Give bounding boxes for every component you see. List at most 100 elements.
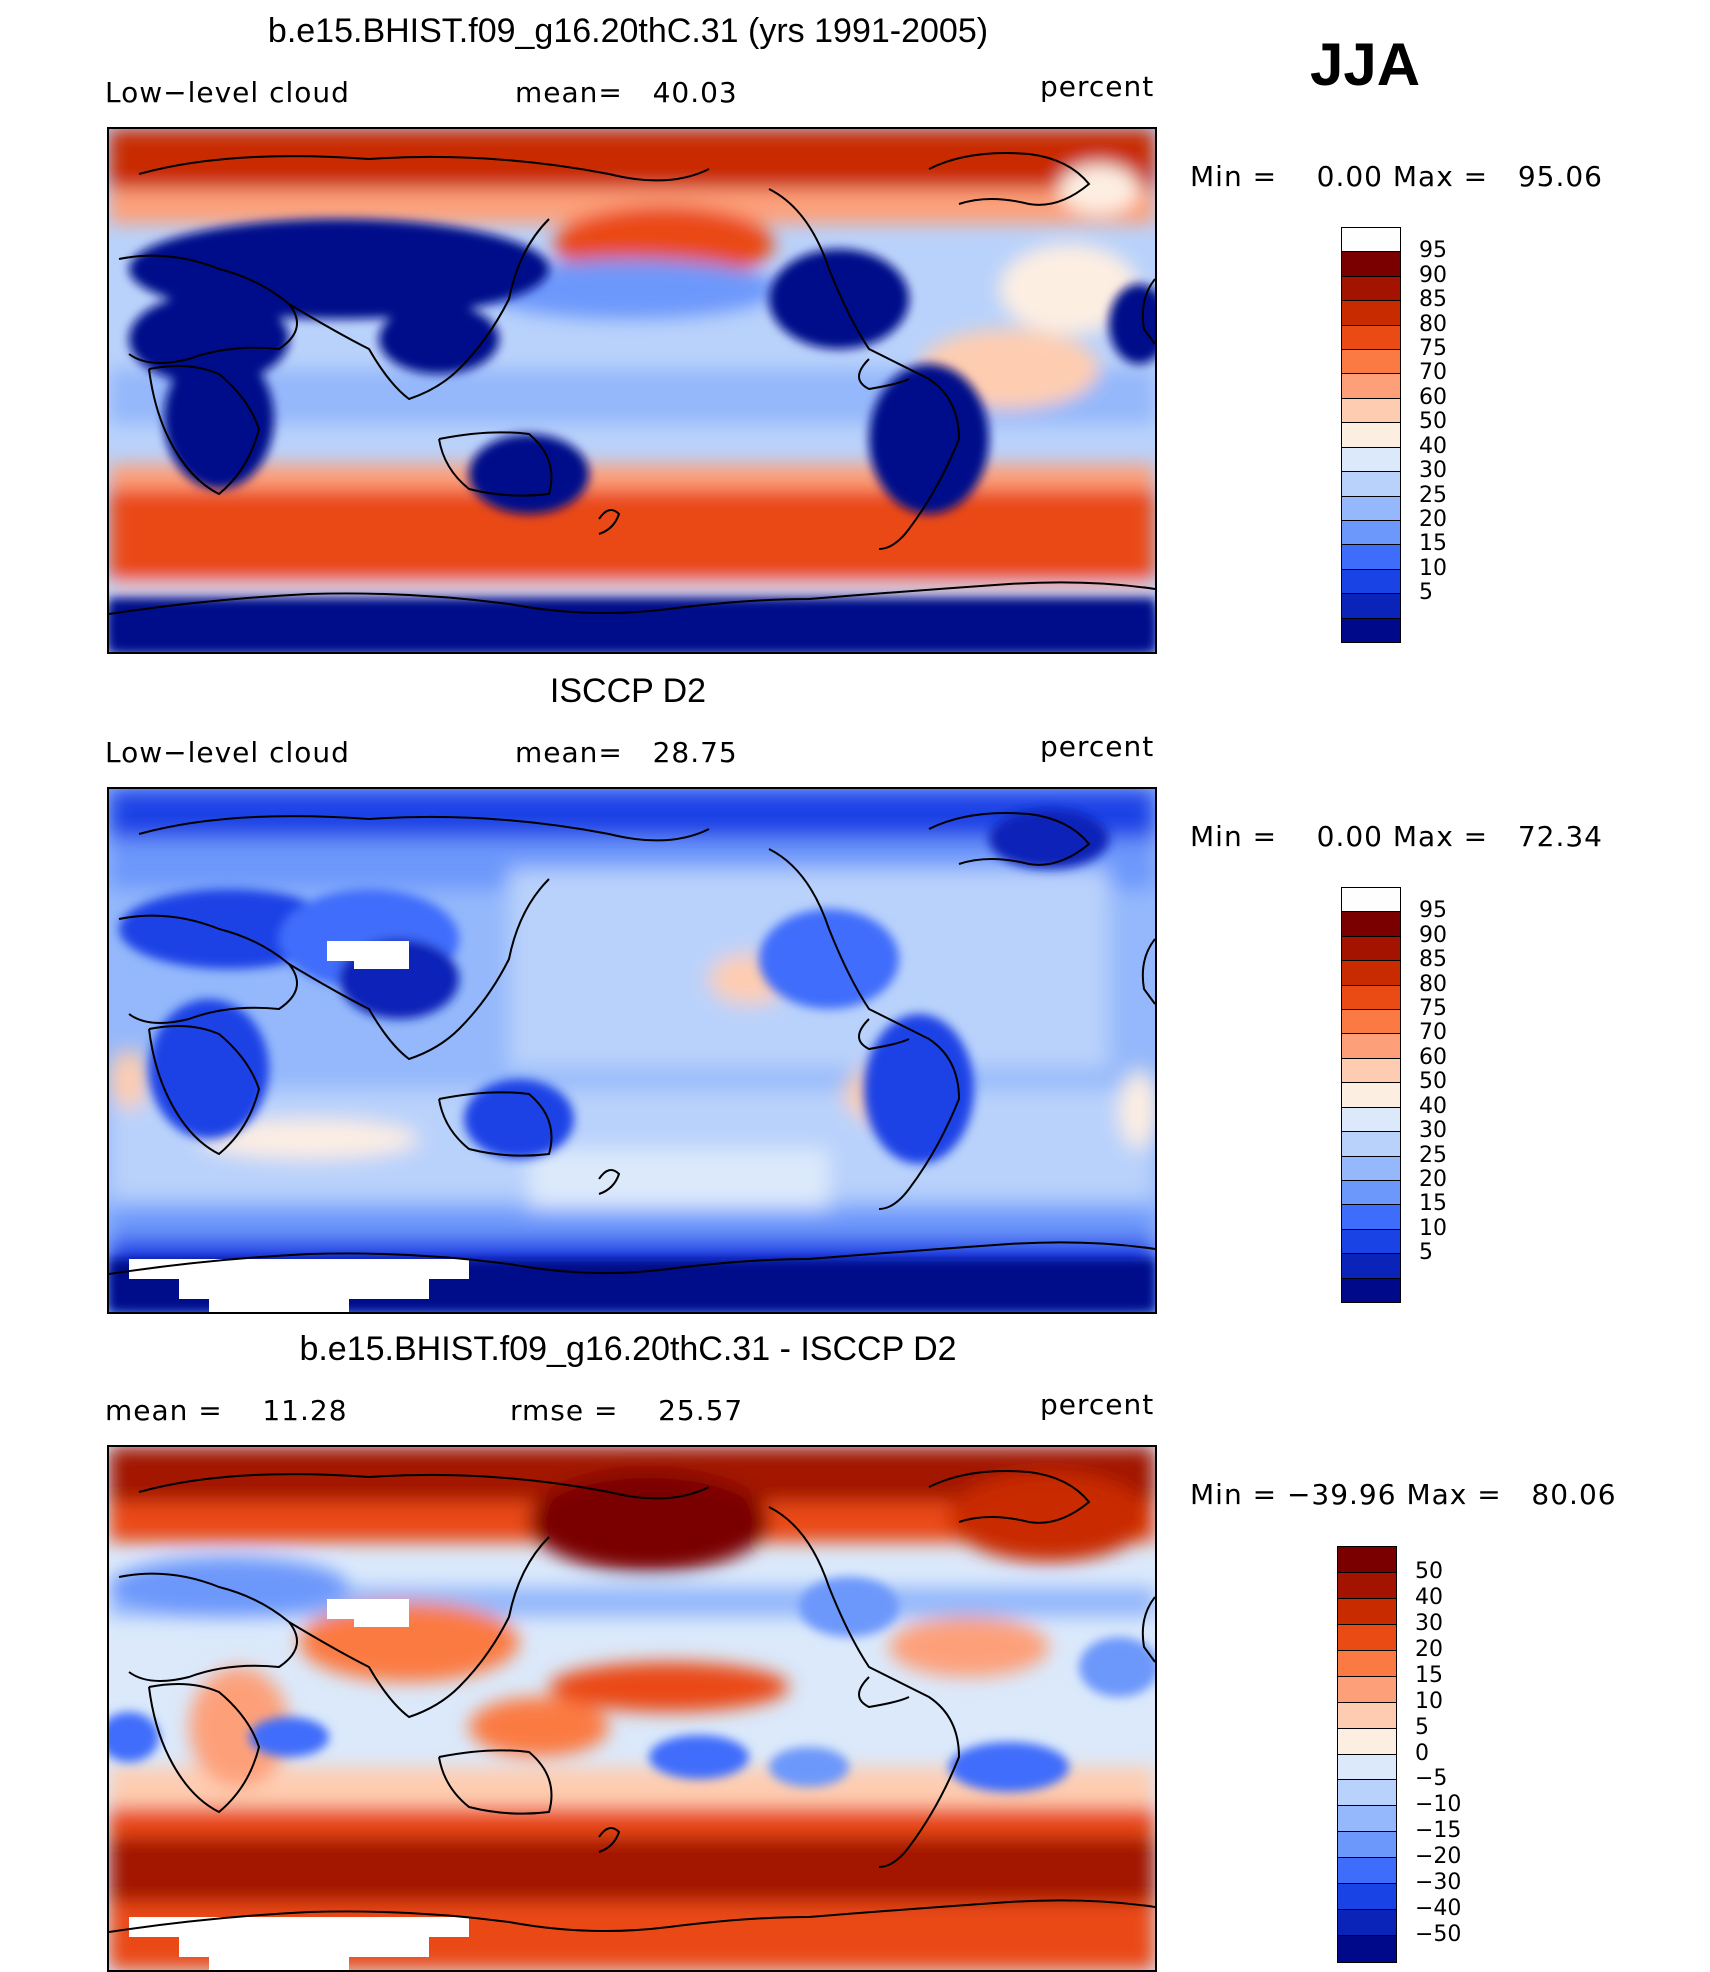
colorbar-tick-label: −30 xyxy=(1415,1870,1462,1896)
colorbar-swatch xyxy=(1341,495,1401,522)
colorbar-swatch xyxy=(1337,1909,1397,1937)
panel-3-coastlines xyxy=(109,1470,1155,1933)
panel-1-minmax: Min = 0.00 Max = 95.06 xyxy=(1190,160,1603,193)
colorbar-swatch xyxy=(1341,911,1401,938)
panel-3-units-label: percent xyxy=(1040,1388,1155,1421)
colorbar-swatch xyxy=(1337,1701,1397,1730)
panel-3-title: b.e15.BHIST.f09_g16.20thC.31 - ISCCP D2 xyxy=(299,1330,957,1368)
colorbar-swatch xyxy=(1341,422,1401,449)
colorbar-swatch xyxy=(1341,1253,1401,1280)
colorbar-tick-label: 0 xyxy=(1415,1740,1429,1766)
colorbar-swatch xyxy=(1341,984,1401,1011)
colorbar-swatch xyxy=(1341,1228,1401,1255)
colorbar-tick-label: 60 xyxy=(1419,1044,1447,1070)
colorbar-swatch xyxy=(1337,1571,1397,1600)
panel-2-coastlines xyxy=(109,812,1155,1275)
colorbar-tick-label: 75 xyxy=(1419,336,1447,362)
colorbar-tick-label: 85 xyxy=(1419,287,1447,313)
colorbar-tick-label: 20 xyxy=(1419,506,1447,532)
colorbar-tick-label: 40 xyxy=(1419,1093,1447,1119)
colorbar-tick-label: −10 xyxy=(1415,1792,1462,1818)
colorbar-swatch xyxy=(1341,1179,1401,1206)
panel-1-title: b.e15.BHIST.f09_g16.20thC.31 (yrs 1991-2… xyxy=(267,12,989,50)
colorbar-swatch xyxy=(1337,1597,1397,1626)
colorbar-tick-label: 30 xyxy=(1419,1118,1447,1144)
colorbar-tick-label: 15 xyxy=(1419,531,1447,557)
panel-3-rmse-label: rmse = 25.57 xyxy=(510,1394,744,1427)
colorbar-swatch xyxy=(1341,1057,1401,1084)
colorbar-tick-label: 5 xyxy=(1415,1714,1429,1740)
colorbar-tick-label: −20 xyxy=(1415,1844,1462,1870)
panel-2-minmax: Min = 0.00 Max = 72.34 xyxy=(1190,820,1603,853)
colorbar-swatch xyxy=(1341,1082,1401,1109)
panel-3-minmax: Min = −39.96 Max = 80.06 xyxy=(1190,1478,1617,1511)
colorbar-swatch xyxy=(1341,887,1401,913)
colorbar-tick-label: 40 xyxy=(1419,433,1447,459)
colorbar-swatch xyxy=(1341,593,1401,620)
colorbar-tick-label: 10 xyxy=(1419,1215,1447,1241)
panel-2-units-label: percent xyxy=(1040,730,1155,763)
colorbar-tick-label: 10 xyxy=(1415,1688,1443,1714)
colorbar-swatch xyxy=(1337,1883,1397,1911)
colorbar-swatch xyxy=(1341,1155,1401,1182)
colorbar-tick-label: 60 xyxy=(1419,384,1447,410)
colorbar-tick-label: 85 xyxy=(1419,947,1447,973)
colorbar-swatch xyxy=(1341,446,1401,473)
colorbar-tick-label: 70 xyxy=(1419,1020,1447,1046)
colorbar-tick-label: −40 xyxy=(1415,1896,1462,1922)
colorbar-swatch xyxy=(1337,1935,1397,1963)
colorbar-swatch xyxy=(1337,1805,1397,1833)
panel-2-colorbar: 95 90 85 80 75 70 60 50 40 30 25 20 15 10 5 xyxy=(1341,887,1501,1304)
colorbar-tick-label: 40 xyxy=(1415,1584,1443,1610)
panel-2-variable-label: Low−level cloud xyxy=(105,736,350,769)
panel-2-contour-field xyxy=(109,789,1155,1312)
colorbar-swatch xyxy=(1341,519,1401,546)
colorbar-tick-label: 20 xyxy=(1419,1166,1447,1192)
colorbar-swatch xyxy=(1341,568,1401,595)
colorbar-swatch xyxy=(1341,1009,1401,1035)
colorbar-tick-label: 25 xyxy=(1419,1142,1447,1168)
colorbar-tick-label: 90 xyxy=(1419,262,1447,288)
colorbar-swatch xyxy=(1341,373,1401,400)
colorbar-tick-label: 30 xyxy=(1415,1610,1443,1636)
colorbar-swatch xyxy=(1341,544,1401,571)
colorbar-swatch xyxy=(1341,1131,1401,1158)
colorbar-swatch xyxy=(1337,1623,1397,1652)
colorbar-swatch xyxy=(1341,227,1401,253)
season-label: JJA xyxy=(1310,31,1421,98)
colorbar-swatch xyxy=(1341,471,1401,498)
colorbar-swatch xyxy=(1341,397,1401,424)
colorbar-tick-label: 50 xyxy=(1415,1558,1443,1584)
panel-3-colorbar: 50 40 30 20 15 10 5 0 −5 −10 −15 −20 −30 −40 −50 xyxy=(1337,1546,1507,1963)
colorbar-swatch xyxy=(1337,1727,1397,1755)
colorbar-tick-label: 25 xyxy=(1419,482,1447,508)
colorbar-swatch xyxy=(1337,1779,1397,1807)
colorbar-swatch xyxy=(1341,251,1401,278)
colorbar-swatch xyxy=(1341,1204,1401,1231)
panel-2-mean-label: mean= 28.75 xyxy=(515,736,738,769)
colorbar-tick-label: 10 xyxy=(1419,555,1447,581)
colorbar-tick-label: 20 xyxy=(1415,1636,1443,1662)
colorbar-swatch xyxy=(1337,1546,1397,1574)
colorbar-tick-label: 5 xyxy=(1419,580,1433,606)
panel-2-missing-data xyxy=(129,941,469,1312)
panel-1-units-label: percent xyxy=(1040,70,1155,103)
panel-1-coastlines xyxy=(109,152,1155,615)
colorbar-tick-label: 15 xyxy=(1419,1191,1447,1217)
colorbar-tick-label: 80 xyxy=(1419,971,1447,997)
colorbar-swatch xyxy=(1341,349,1401,375)
colorbar-swatch xyxy=(1341,1033,1401,1060)
colorbar-swatch xyxy=(1337,1753,1397,1781)
panel-1-map xyxy=(107,127,1157,654)
colorbar-tick-label: 90 xyxy=(1419,922,1447,948)
colorbar-swatch xyxy=(1341,300,1401,327)
colorbar-tick-label: 70 xyxy=(1419,360,1447,386)
colorbar-swatch xyxy=(1341,324,1401,351)
colorbar-tick-label: 80 xyxy=(1419,311,1447,337)
colorbar-tick-label: 95 xyxy=(1419,898,1447,924)
colorbar-tick-label: 5 xyxy=(1419,1240,1433,1266)
panel-1-mean-label: mean= 40.03 xyxy=(515,76,738,109)
colorbar-tick-label: 30 xyxy=(1419,458,1447,484)
colorbar-tick-label: 95 xyxy=(1419,238,1447,264)
colorbar-tick-label: 75 xyxy=(1419,996,1447,1022)
